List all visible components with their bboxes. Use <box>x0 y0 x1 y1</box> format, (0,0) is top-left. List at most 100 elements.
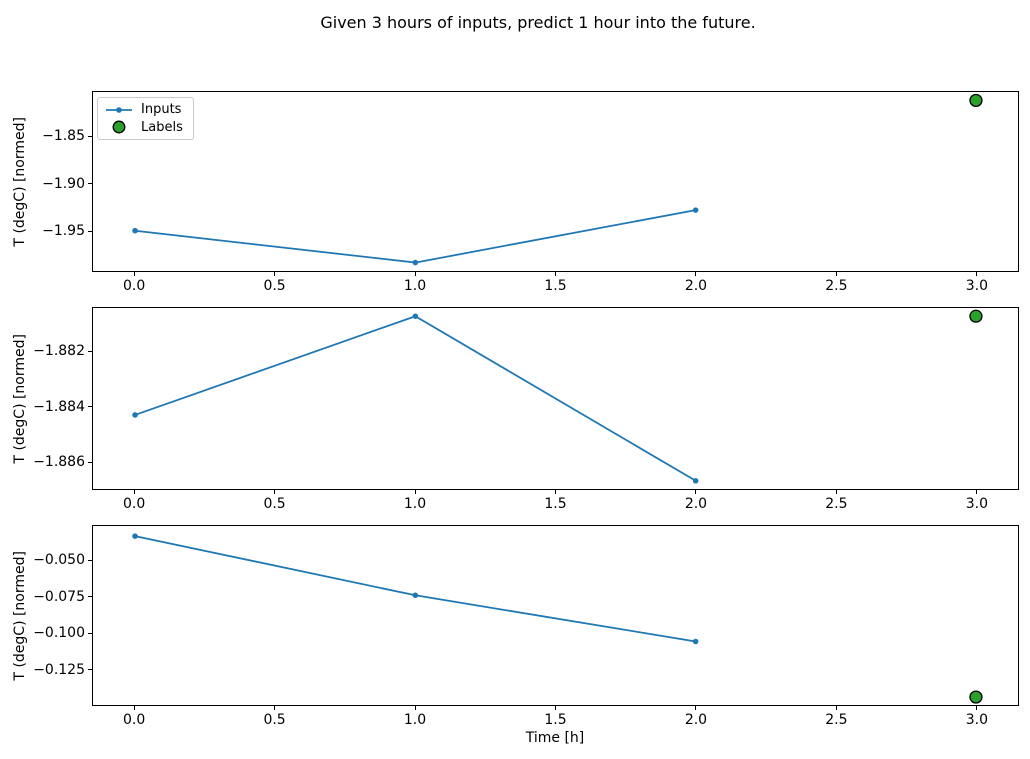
y-tick-label: −0.125 <box>33 661 85 678</box>
y-tick <box>88 135 92 137</box>
legend-item-labels: Labels <box>104 119 187 136</box>
legend-inputs-dot <box>116 106 122 113</box>
x-tick <box>133 272 135 276</box>
y-tick <box>88 669 92 670</box>
y-tick-label: −1.884 <box>33 398 85 415</box>
x-tick-label: 2.5 <box>825 278 848 294</box>
y-tick <box>88 406 92 408</box>
x-tick-label: 3.0 <box>965 496 988 512</box>
x-tick <box>133 490 135 494</box>
y-tick <box>88 183 92 185</box>
x-tick-label: 1.0 <box>403 712 427 728</box>
x-tick <box>695 272 697 276</box>
circle-marker-icon <box>112 120 126 134</box>
x-tick-label: 3.0 <box>965 278 988 294</box>
y-tick-label: −1.85 <box>42 128 85 145</box>
x-tick-label: 0.0 <box>122 712 146 728</box>
x-tick-label: 1.5 <box>544 278 567 294</box>
x-tick <box>835 272 837 276</box>
x-tick-label: 0.5 <box>263 496 286 512</box>
x-tick <box>555 272 556 276</box>
inputs-marker <box>412 592 419 599</box>
labels-marker <box>969 690 983 704</box>
x-tick-label: 1.0 <box>403 278 427 294</box>
plot-area-1 <box>132 93 983 266</box>
x-tick-label: 3.0 <box>965 712 988 728</box>
inputs-line <box>134 535 696 643</box>
inputs-marker <box>132 227 138 234</box>
x-tick-label: 2.5 <box>825 712 848 728</box>
x-tick-label: 2.5 <box>825 496 848 512</box>
y-axis-label: T (degC) [normed] <box>12 333 28 464</box>
x-tick <box>414 490 416 494</box>
legend-labels-dot <box>112 120 126 134</box>
x-tick-label: 0.0 <box>122 278 146 294</box>
y-tick-label: −1.882 <box>33 343 85 360</box>
labels-marker <box>969 93 983 108</box>
y-axis-label: T (degC) [normed] <box>12 550 28 681</box>
x-tick <box>695 706 697 710</box>
y-tick <box>88 230 92 232</box>
x-tick-label: 2.0 <box>684 278 708 294</box>
y-tick <box>88 461 92 463</box>
x-tick <box>976 706 978 710</box>
y-tick-label: −0.050 <box>33 552 85 569</box>
axes-subplot-1 <box>92 91 1019 272</box>
x-tick-label: 2.0 <box>684 496 708 512</box>
inputs-marker <box>412 313 419 319</box>
legend: Inputs Labels <box>97 97 194 140</box>
x-tick-label: 1.5 <box>544 712 567 728</box>
inputs-marker <box>132 533 138 539</box>
x-tick <box>274 706 276 710</box>
line-marker-icon <box>106 106 132 113</box>
axes-subplot-2 <box>92 307 1019 490</box>
y-tick-label: −0.100 <box>33 625 85 642</box>
x-tick-label: 0.0 <box>122 496 146 512</box>
x-tick <box>835 490 837 494</box>
inputs-marker <box>692 478 699 484</box>
y-tick <box>88 596 92 598</box>
figure-title: Given 3 hours of inputs, predict 1 hour … <box>320 13 756 32</box>
x-tick-label: 0.5 <box>263 712 286 728</box>
inputs-marker <box>692 638 699 645</box>
y-axis-label-wrap: T (degC) [normed] <box>8 91 32 272</box>
plot-area-3 <box>132 533 983 704</box>
legend-label-inputs: Inputs <box>141 102 182 118</box>
y-tick-label: −1.90 <box>42 175 85 192</box>
x-axis-label: Time [h] <box>525 730 585 746</box>
x-tick <box>976 272 978 276</box>
x-tick-label: 1.5 <box>544 496 567 512</box>
x-tick <box>555 706 556 710</box>
y-tick-label: −1.886 <box>33 454 85 471</box>
inputs-line <box>134 315 697 482</box>
inputs-marker <box>692 207 699 213</box>
x-tick <box>133 706 135 710</box>
legend-item-inputs: Inputs <box>104 101 187 118</box>
x-tick <box>695 490 697 494</box>
plot-area-2 <box>132 309 983 484</box>
inputs-marker <box>412 259 419 266</box>
y-axis-label-wrap: T (degC) [normed] <box>8 525 32 706</box>
axes-subplot-3 <box>92 525 1019 706</box>
x-tick-label: 0.5 <box>263 278 286 294</box>
x-tick <box>274 490 276 494</box>
inputs-line <box>134 209 696 264</box>
y-tick <box>88 632 92 634</box>
y-tick-label: −1.95 <box>42 223 85 240</box>
legend-label-labels: Labels <box>141 119 183 135</box>
x-tick <box>835 706 837 710</box>
y-tick-label: −0.075 <box>33 588 85 605</box>
y-tick <box>88 350 92 352</box>
x-tick <box>555 490 556 494</box>
x-tick <box>414 706 416 710</box>
labels-marker <box>969 309 983 323</box>
x-tick-label: 1.0 <box>403 496 427 512</box>
y-tick <box>88 559 92 561</box>
x-tick <box>414 272 416 276</box>
inputs-marker <box>132 412 138 418</box>
x-tick-label: 2.0 <box>684 712 708 728</box>
y-axis-label-wrap: T (degC) [normed] <box>8 307 32 490</box>
y-axis-label: T (degC) [normed] <box>12 116 28 247</box>
x-tick <box>274 272 276 276</box>
x-tick <box>976 490 978 494</box>
